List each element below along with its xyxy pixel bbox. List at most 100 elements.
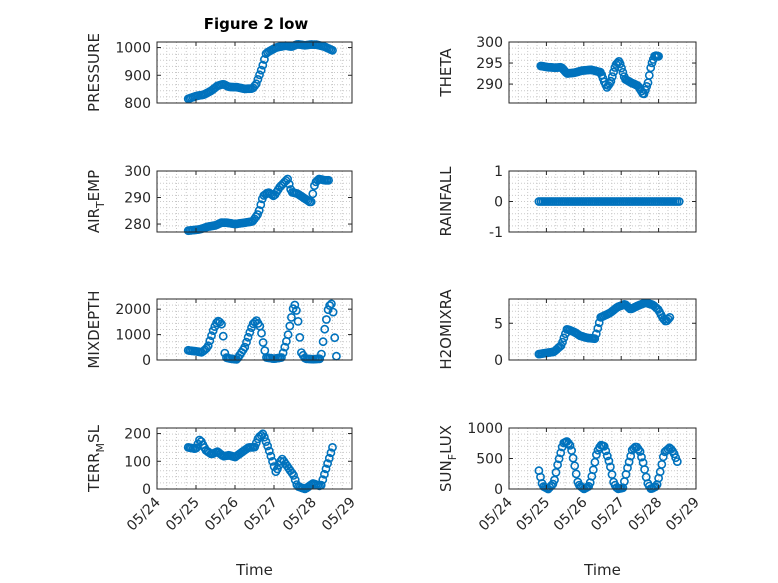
y-tick-label: 2000 <box>115 302 151 318</box>
data-point <box>306 197 316 207</box>
data-point <box>641 85 650 95</box>
data-point <box>243 332 253 342</box>
data-point <box>212 318 221 328</box>
data-point <box>570 461 580 471</box>
data-point <box>606 76 616 86</box>
data-point <box>593 323 603 333</box>
data-point <box>674 197 684 206</box>
data-point <box>617 63 626 73</box>
data-point <box>259 55 269 64</box>
y-tick-label: 0 <box>142 353 151 369</box>
axes-h2omixra: 0 5 H2OMIXRA <box>437 289 697 370</box>
data-point <box>257 328 266 338</box>
data-point <box>203 341 213 351</box>
data-point <box>556 448 566 458</box>
data-point <box>548 479 558 489</box>
data-point <box>276 353 286 362</box>
data-point <box>283 174 292 184</box>
data-point <box>568 453 578 463</box>
y-axis-label: MIXDEPTH <box>85 290 103 368</box>
data-point <box>607 72 617 81</box>
y-tick-label: 1000 <box>115 328 151 344</box>
axes-box <box>156 41 353 104</box>
x-tick-label: 05/28 <box>626 495 666 535</box>
data-point <box>263 441 272 451</box>
data-point <box>646 63 656 73</box>
data-point <box>609 67 618 77</box>
data-point <box>255 70 264 80</box>
data-point <box>654 51 663 61</box>
x-axis-label: Time <box>583 561 621 579</box>
axes-pressure: 800 900 1000 PRESSURE <box>85 33 353 112</box>
data-point <box>319 469 329 479</box>
data-point <box>316 349 326 359</box>
data-point <box>323 459 332 468</box>
axes-mixdepth: 0 1000 2000 MIXDEPTH <box>85 290 353 369</box>
data-point <box>565 440 575 450</box>
axes-box <box>156 427 353 490</box>
data-point <box>264 446 274 456</box>
y-tick-label: 0 <box>142 482 151 498</box>
axes-box <box>508 298 697 361</box>
data-point <box>290 475 300 485</box>
x-tick-label: 05/29 <box>319 495 359 535</box>
data-point <box>280 342 290 352</box>
data-point <box>293 316 303 326</box>
y-tick-label: 1000 <box>467 421 503 437</box>
data-point <box>290 300 300 310</box>
y-tick-label: 300 <box>476 35 503 51</box>
axes-box <box>508 41 697 104</box>
data-point <box>251 79 261 89</box>
series-markers <box>183 429 337 494</box>
data-point <box>256 200 266 210</box>
data-point <box>328 45 337 55</box>
grid-lines <box>156 41 353 104</box>
y-tick-label: 900 <box>124 68 151 84</box>
y-axis-label: AIRTEMP <box>85 170 107 233</box>
x-tick-label: 05/26 <box>202 494 242 534</box>
data-point <box>285 321 295 331</box>
x-tick-label: 05/25 <box>163 495 203 535</box>
data-point <box>218 331 228 341</box>
data-point <box>258 338 268 347</box>
y-tick-label: 1 <box>494 164 503 180</box>
axes-box <box>156 298 353 361</box>
data-point <box>637 452 646 462</box>
data-point <box>217 319 226 329</box>
axes-sun_flux: 0 500 1000 SUNFLUX 05/2405/2505/2605/2705/28… <box>437 421 703 579</box>
x-tick-label: 05/27 <box>588 495 628 535</box>
data-point <box>559 333 569 343</box>
data-point <box>651 482 660 491</box>
data-point <box>295 332 305 342</box>
axes-air_temp: 280 290 300 AIRTEMP <box>85 164 353 236</box>
y-tick-label: 290 <box>476 77 503 93</box>
y-axis-label: H2OMIXRA <box>437 289 455 370</box>
axes-box <box>156 170 353 233</box>
x-axis-label: Time <box>235 561 273 579</box>
data-point <box>318 337 328 347</box>
data-point <box>665 312 675 322</box>
data-point <box>328 307 338 317</box>
data-point <box>604 456 614 466</box>
data-point <box>558 337 567 347</box>
series-markers <box>534 197 684 206</box>
data-point <box>326 448 336 458</box>
data-point <box>321 464 331 474</box>
data-point <box>554 454 564 464</box>
data-point <box>635 447 645 456</box>
data-point <box>318 475 328 485</box>
data-point <box>325 301 335 310</box>
data-point <box>268 456 277 466</box>
data-point <box>289 470 298 480</box>
figure-title: Figure 2 low <box>204 15 309 33</box>
data-point <box>215 317 225 327</box>
data-point <box>205 336 215 346</box>
y-tick-label: 500 <box>476 452 503 468</box>
data-point <box>254 206 264 215</box>
data-point <box>291 306 301 315</box>
data-point <box>590 334 600 344</box>
y-tick-label: 5 <box>494 316 503 332</box>
y-tick-label: -1 <box>489 225 503 241</box>
